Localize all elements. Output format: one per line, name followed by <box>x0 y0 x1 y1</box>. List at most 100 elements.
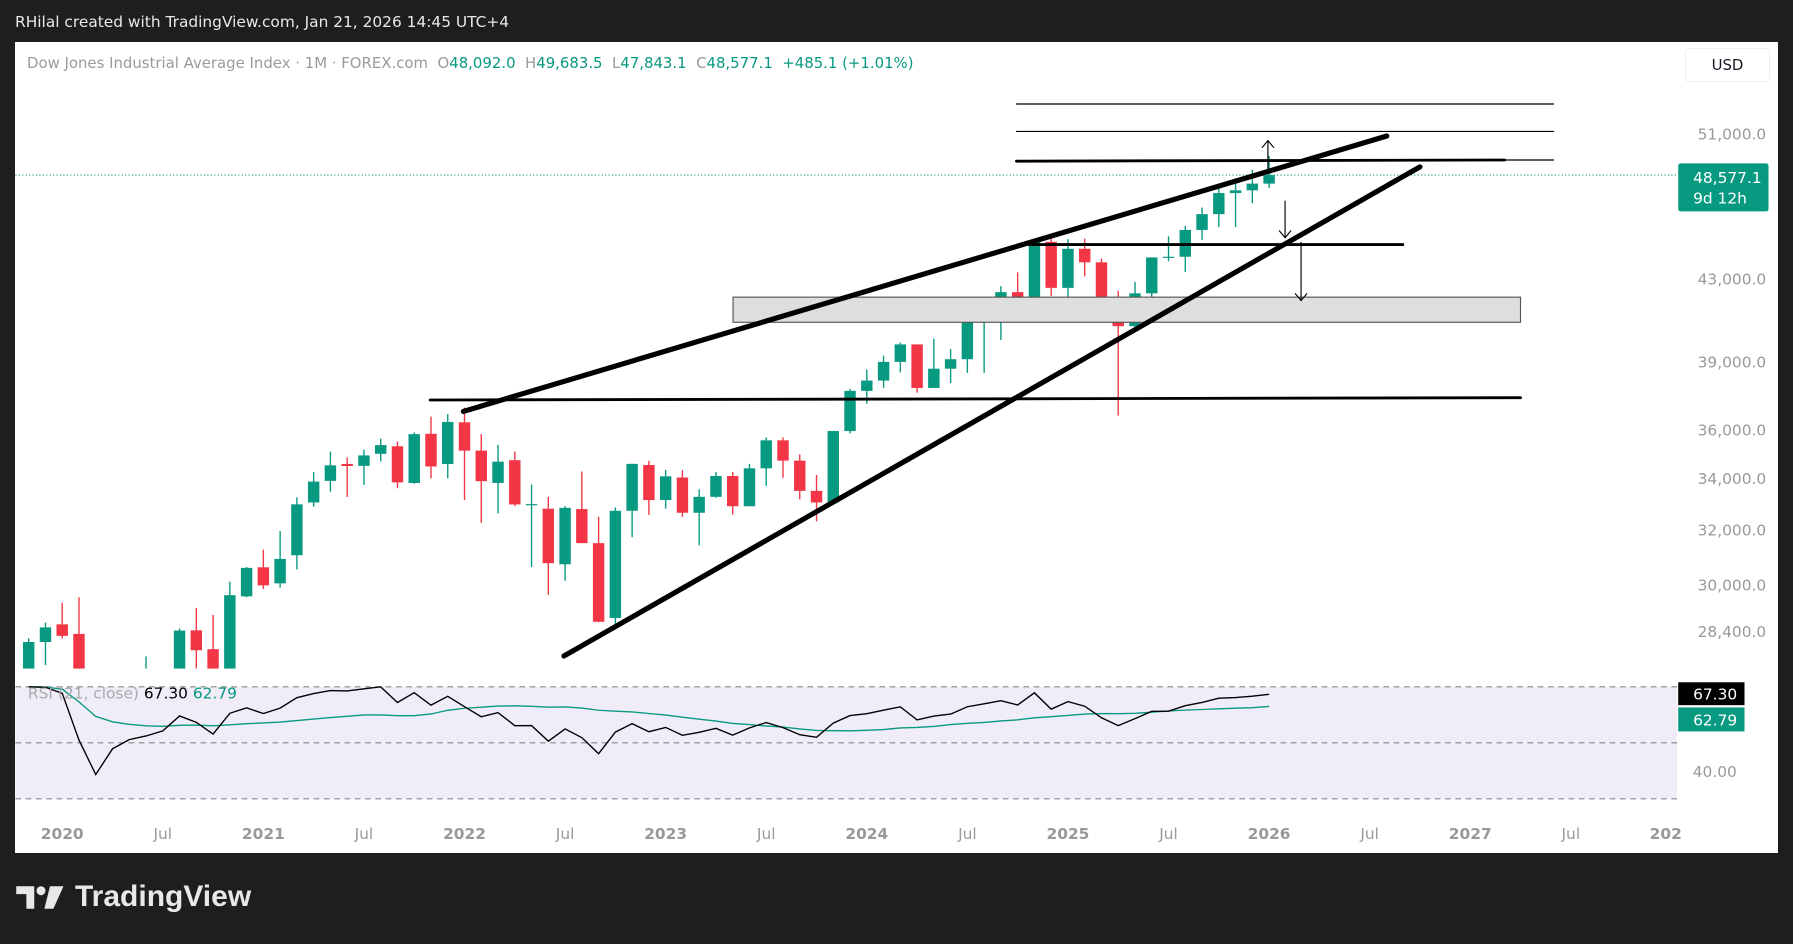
rsi-signal-label: 62.79 <box>1693 712 1737 730</box>
candle <box>291 497 303 570</box>
high-label: H <box>525 54 537 72</box>
horizontal-resistance-line <box>1015 158 1506 163</box>
down-arrow-head <box>1294 293 1302 302</box>
candle-body <box>810 490 823 503</box>
horizontal-support-line <box>428 396 1522 402</box>
candle-body <box>777 440 789 461</box>
candle-body <box>576 509 588 544</box>
last-price-badge <box>1678 163 1769 212</box>
time-tick-label: Jul <box>756 825 776 843</box>
candle-body <box>56 624 68 636</box>
candle-body <box>1062 248 1074 288</box>
candle <box>726 472 739 515</box>
candle <box>626 463 638 538</box>
time-tick-label: Jul <box>152 825 172 843</box>
candle <box>39 622 52 666</box>
candle-body <box>475 450 487 482</box>
candle-body <box>1095 262 1108 299</box>
candle-body <box>693 496 705 513</box>
down-arrow-head <box>1278 230 1286 239</box>
candle-body <box>861 380 873 391</box>
candle-body <box>1246 183 1259 191</box>
candle <box>408 432 420 484</box>
price-tick-label: 51,000.0 <box>1698 125 1767 143</box>
candle <box>576 471 588 544</box>
candle-body <box>190 630 203 651</box>
candle <box>1045 238 1057 297</box>
candle-body <box>609 510 622 618</box>
rsi-legend: RSI (21, close) 67.30 62.79 <box>28 684 237 702</box>
candle <box>659 469 672 509</box>
candle-body <box>492 461 504 483</box>
candle-body <box>928 368 940 389</box>
candle-body <box>1229 190 1242 194</box>
candle-body <box>559 507 571 565</box>
currency-button[interactable]: USD <box>1685 48 1770 82</box>
brand-name: TradingView <box>75 880 252 913</box>
time-tick-label: 2022 <box>443 825 486 843</box>
candle <box>1179 225 1192 272</box>
upper-trendline <box>460 133 1390 414</box>
candle-body <box>592 543 605 622</box>
candle <box>458 407 471 501</box>
tradingview-logo[interactable]: TradingView <box>16 880 251 914</box>
candle <box>743 463 756 507</box>
candle-body <box>626 463 638 511</box>
candle <box>559 506 571 581</box>
candle-body <box>1078 248 1091 263</box>
candle <box>374 438 387 462</box>
rsi-tick-label: 40.00 <box>1693 763 1737 781</box>
candle-body <box>391 446 404 483</box>
candle-body <box>509 460 521 505</box>
candle <box>274 531 286 588</box>
change-value: +485.1 (+1.01%) <box>782 54 914 72</box>
candle <box>257 549 270 589</box>
candle <box>492 444 504 514</box>
candle-body <box>844 390 856 432</box>
candle <box>542 496 555 595</box>
candle-body <box>794 460 806 491</box>
candle-body <box>307 481 320 503</box>
candle-body <box>39 627 52 643</box>
candle <box>693 489 705 546</box>
candle <box>341 457 353 497</box>
candle <box>710 472 722 498</box>
down-arrow-head <box>1284 230 1292 239</box>
candle <box>525 484 538 568</box>
candle-body <box>643 465 655 501</box>
candle <box>777 437 789 478</box>
candle <box>676 470 689 517</box>
candle <box>911 344 923 393</box>
candle <box>760 437 772 486</box>
time-tick-label: Jul <box>1158 825 1178 843</box>
tradingview-logo-icon <box>16 885 64 909</box>
candle-body <box>1213 193 1225 215</box>
candle-body <box>224 595 236 669</box>
price-tick-label: 34,000.0 <box>1698 470 1767 488</box>
chart-credit: RHilal created with TradingView.com, Jan… <box>15 13 510 31</box>
candle <box>190 607 203 669</box>
candle <box>609 507 622 624</box>
candle <box>358 449 370 485</box>
time-tick-label: 2020 <box>41 825 84 843</box>
up-arrow-head <box>1261 139 1269 148</box>
time-tick-label: 2027 <box>1449 825 1492 843</box>
price-tick-label: 39,000.0 <box>1698 354 1767 372</box>
time-tick-label: 2026 <box>1248 825 1291 843</box>
candle-body <box>341 463 353 466</box>
rsi-value-badge <box>1678 682 1745 706</box>
candle <box>844 388 856 434</box>
candle <box>592 516 605 623</box>
candle-body <box>22 642 35 669</box>
candle-body <box>743 468 756 507</box>
lower-trendline <box>561 164 1423 659</box>
price-tick-label: 43,000.0 <box>1698 271 1767 289</box>
candle-body <box>458 422 471 451</box>
candle-body <box>676 477 689 513</box>
candle-body <box>1146 257 1158 294</box>
candle <box>1146 257 1158 304</box>
candle <box>307 472 320 507</box>
time-tick-label: Jul <box>957 825 977 843</box>
candle-body <box>726 476 739 507</box>
